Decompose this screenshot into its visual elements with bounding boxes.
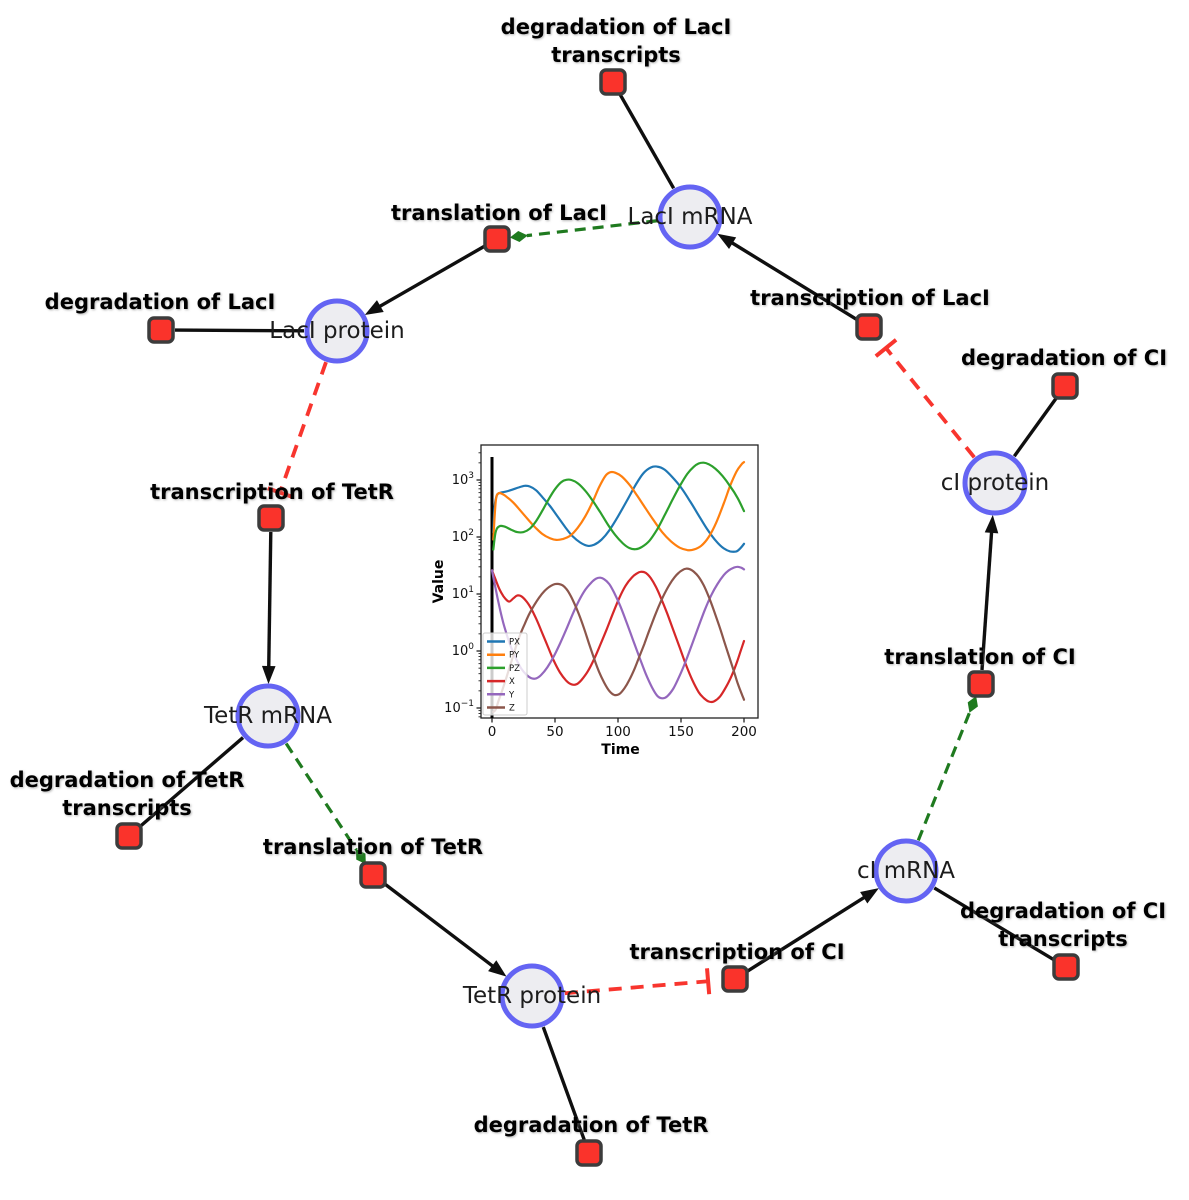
species-node-tetr_mrna xyxy=(235,683,301,749)
legend-item-PZ: PZ xyxy=(487,664,520,674)
x-tick-label: 0 xyxy=(488,724,497,740)
edge-translation_tetr-tetr_protein xyxy=(383,882,495,969)
edge-ci_protein-transcription_laci xyxy=(884,346,976,459)
edge-translation_laci-laci_protein-arrowhead xyxy=(364,300,384,316)
legend-label: PZ xyxy=(509,664,520,674)
edge-translation_tetr-tetr_protein-arrowhead xyxy=(488,960,507,977)
legend-label: X xyxy=(509,677,515,687)
reaction-node-translation_tetr xyxy=(359,861,387,889)
legend-label: PX xyxy=(509,638,520,648)
legend-box xyxy=(482,632,528,716)
edge-tetr_mrna-translation_tetr xyxy=(284,742,358,851)
y-tick-label: 10−1 xyxy=(444,699,474,716)
edge-ci_mrna-translation_ci xyxy=(916,711,972,841)
series-line-Y xyxy=(490,565,746,700)
species-node-tetr_protein xyxy=(499,963,565,1029)
edge-transcription_laci-laci_mrna xyxy=(730,240,858,322)
species-node-laci_protein xyxy=(304,298,370,364)
edge-laci_mrna-translation_laci-diamond xyxy=(509,231,528,242)
edge-laci_protein-transcription_tetr-tbar xyxy=(267,486,293,499)
x-tick-label: 150 xyxy=(668,724,694,740)
legend-item-PY: PY xyxy=(487,651,520,661)
edge-translation_ci-ci_protein xyxy=(980,530,994,671)
reaction-node-deg_ci xyxy=(1051,372,1079,400)
edge-ci_mrna-translation_ci-diamond xyxy=(967,696,978,713)
edge-transcription_ci-ci_mrna xyxy=(745,895,867,973)
legend-item-PX: PX xyxy=(487,638,520,648)
y-axis-label: Value xyxy=(431,560,447,604)
edge-translation_laci-laci_protein xyxy=(377,244,486,309)
edge-ci_protein-deg_ci xyxy=(1012,396,1059,458)
series-line-PX xyxy=(492,465,746,553)
y-tick-label: 102 xyxy=(452,528,474,545)
edge-transcription_laci-laci_mrna-arrowhead xyxy=(717,233,737,249)
edge-laci_mrna-translation_laci xyxy=(526,219,658,238)
reaction-node-deg_laci xyxy=(147,316,175,344)
x-tick-label: 100 xyxy=(605,724,631,740)
edge-laci_protein-deg_laci xyxy=(174,328,305,333)
species-node-ci_protein xyxy=(962,450,1028,516)
edge-tetr_protein-deg_tetr xyxy=(541,1026,586,1141)
edge-transcription_tetr-tetr_mrna xyxy=(267,531,273,669)
edge-translation_ci-ci_protein-arrowhead xyxy=(984,514,999,534)
species-node-ci_mrna xyxy=(873,838,939,904)
legend-label: PY xyxy=(509,651,520,661)
x-tick-label: 50 xyxy=(546,724,563,740)
plot-spines xyxy=(480,444,759,719)
legend-label: Z xyxy=(509,704,515,714)
reaction-node-deg_laci_tx xyxy=(599,68,627,96)
species-node-laci_mrna xyxy=(657,184,723,250)
legend-item-X: X xyxy=(487,677,515,687)
x-tick-label: 200 xyxy=(731,724,757,740)
edge-tetr_protein-transcription_ci-tbar xyxy=(705,968,712,995)
x-axis-label: Time xyxy=(601,742,639,758)
reaction-node-transcription_ci xyxy=(721,965,749,993)
reaction-node-deg_tetr_tx xyxy=(115,822,143,850)
reaction-node-transcription_tetr xyxy=(257,504,285,532)
reaction-node-translation_ci xyxy=(967,670,995,698)
y-tick-label: 100 xyxy=(452,642,475,659)
edge-ci_mrna-deg_ci_tx xyxy=(933,886,1055,962)
edge-tetr_mrna-deg_tetr_tx xyxy=(138,736,245,829)
plot-area xyxy=(490,457,746,718)
edge-tetr_protein-transcription_ci xyxy=(564,979,709,996)
series-line-Z xyxy=(492,567,746,714)
y-tick-label: 103 xyxy=(452,471,474,488)
y-tick-label: 101 xyxy=(452,585,474,602)
reaction-node-translation_laci xyxy=(483,225,511,253)
edge-tetr_mrna-translation_tetr-diamond xyxy=(355,849,366,865)
legend-label: Y xyxy=(508,690,515,700)
edge-ci_protein-transcription_laci-tbar xyxy=(874,338,898,358)
legend-item-Z: Z xyxy=(487,704,515,714)
reaction-node-deg_tetr xyxy=(575,1139,603,1167)
edge-transcription_ci-ci_mrna-arrowhead xyxy=(860,888,879,904)
series-line-PZ xyxy=(492,461,746,551)
edge-laci_protein-transcription_tetr xyxy=(278,361,328,494)
edge-transcription_tetr-tetr_mrna-arrowhead xyxy=(261,665,276,685)
timeseries-inset-chart: 103 102 101 100 10−1 0 50 100 150 200 Value Time PX P… xyxy=(430,438,775,763)
edge-laci_mrna-deg_laci_tx xyxy=(618,93,676,190)
series-line-PY xyxy=(492,461,746,552)
legend-item-Y: Y xyxy=(487,690,515,700)
reaction-node-deg_ci_tx xyxy=(1052,953,1080,981)
series-line-X xyxy=(490,569,746,704)
chart-legend: PX PY PZ XYZ xyxy=(482,632,528,716)
reaction-node-transcription_laci xyxy=(855,313,883,341)
